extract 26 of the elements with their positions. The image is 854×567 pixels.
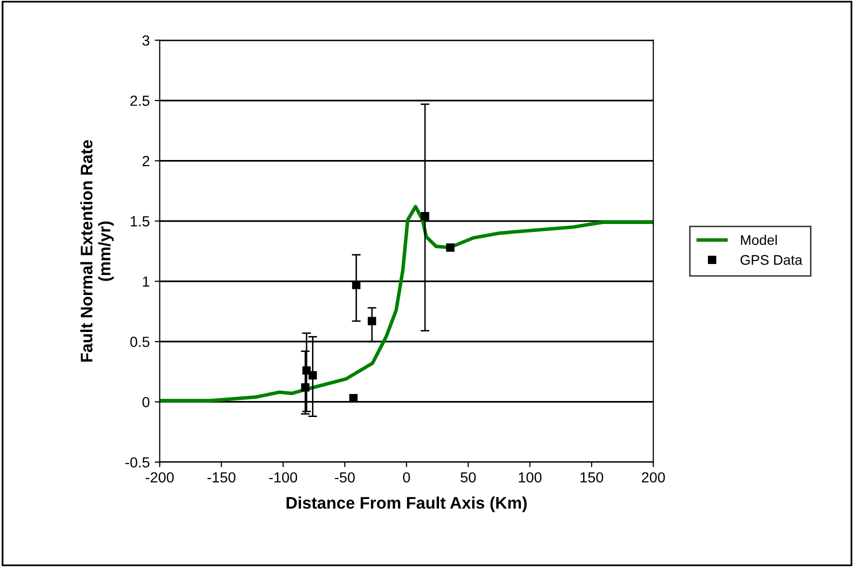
- x-tick-label: -100: [269, 472, 298, 483]
- y-tick-label: 1.5: [130, 216, 150, 226]
- point: [368, 316, 376, 326]
- y-tick-label: -0.5: [125, 457, 150, 468]
- y-tick-label: 0: [142, 396, 150, 408]
- y-tick-label: 3: [142, 35, 150, 46]
- x-tick-label: -150: [207, 472, 236, 483]
- point: [420, 212, 430, 220]
- x-tick-label: 150: [580, 472, 604, 483]
- x-tick-label: 100: [518, 472, 542, 483]
- legend-label: GPS Data: [740, 255, 802, 265]
- y-axis-title: Fault Normal Extention Rate (mm/yr): [80, 140, 114, 362]
- x-tick-label: -50: [334, 472, 355, 483]
- x-axis-title: Distance From Fault Axis (Km): [286, 496, 527, 512]
- x-tick-label: -200: [146, 472, 174, 483]
- point: [308, 371, 317, 380]
- y-tick-label: 2.5: [130, 96, 150, 106]
- y-tick-label: 0.5: [130, 336, 150, 348]
- legend-label: Model: [741, 234, 777, 245]
- x-tick-label: 50: [460, 472, 476, 483]
- y-tick-label: 2: [142, 156, 150, 166]
- point: [446, 243, 454, 252]
- y-tick-label: 1: [142, 276, 150, 287]
- x-tick-label: 200: [642, 472, 665, 483]
- x-tick-label: 0: [403, 472, 410, 483]
- point: [301, 383, 310, 392]
